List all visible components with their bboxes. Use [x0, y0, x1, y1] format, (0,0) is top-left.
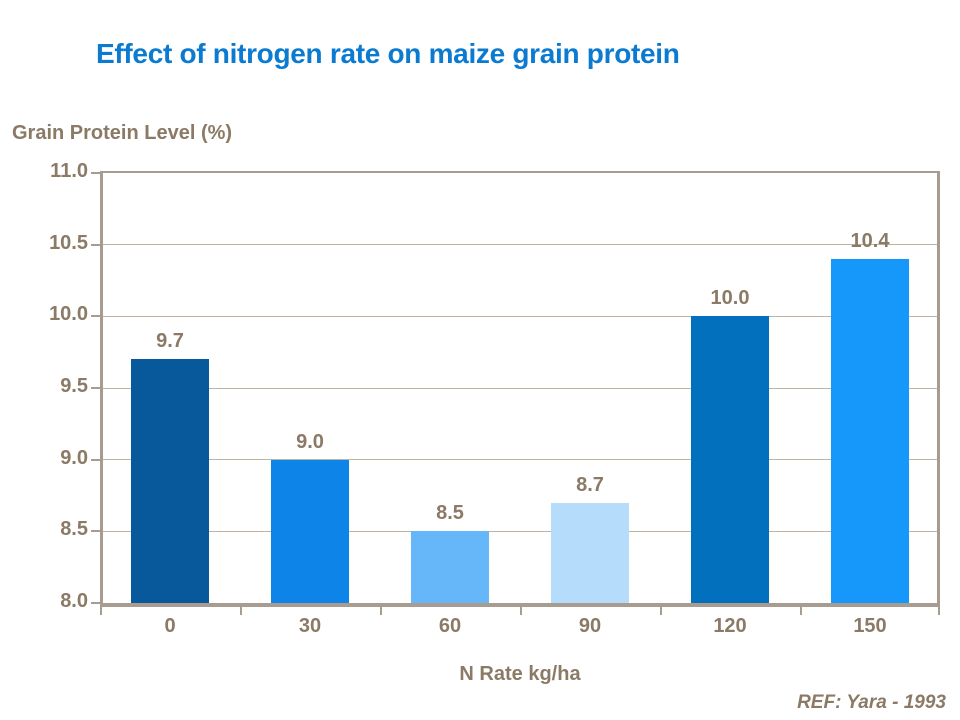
bar-value-label: 9.7 [156, 330, 184, 353]
x-tick-label: 120 [713, 615, 747, 637]
bar-value-label: 10.4 [850, 230, 890, 252]
y-tick-label: 10.0 [49, 303, 88, 326]
bar [411, 531, 489, 603]
y-axis-tick [91, 315, 100, 318]
chart-title: Effect of nitrogen rate on maize grain p… [96, 38, 680, 69]
bar-value-label: 10.0 [710, 287, 750, 310]
x-axis-tick [380, 607, 382, 615]
bar [831, 259, 909, 603]
plot-right-border [937, 171, 940, 607]
y-axis-tick [91, 172, 100, 174]
y-tick-label: 9.5 [60, 375, 88, 397]
y-axis-tick [91, 602, 100, 604]
x-axis-tick [800, 607, 802, 615]
x-tick-label: 60 [438, 615, 462, 637]
y-axis-tick [91, 458, 100, 461]
x-axis-tick [938, 607, 940, 615]
x-axis-line [100, 603, 940, 607]
y-axis-tick [91, 530, 100, 533]
bar [131, 359, 209, 603]
x-tick-label: 30 [298, 615, 322, 637]
x-axis-tick [100, 607, 102, 615]
plot-area: 11.0 10.5 10.0 9.5 9.0 8.5 8.0 9.7 0 9.0 30 8.5 60 8.… [49, 160, 940, 685]
y-axis-line [100, 171, 103, 607]
x-tick-label: 0 [164, 615, 176, 637]
bar [551, 502, 629, 603]
bar [691, 316, 769, 603]
x-axis-tick [240, 607, 242, 615]
gridline [103, 315, 937, 317]
y-tick-label: 8.5 [60, 518, 88, 541]
y-tick-label: 10.5 [49, 231, 88, 254]
bar [271, 459, 349, 603]
x-axis-tick [520, 607, 522, 615]
x-axis-title: N Rate kg/ha [459, 663, 581, 685]
x-tick-label: 90 [578, 615, 602, 637]
reference-note: REF: Yara - 1993 [797, 692, 946, 713]
gridline [103, 387, 937, 389]
y-tick-label: 8.0 [60, 590, 88, 612]
bar-value-label: 8.7 [576, 473, 604, 496]
y-tick-label: 9.0 [60, 446, 88, 469]
gridline [103, 530, 937, 532]
bar-value-label: 9.0 [296, 430, 324, 453]
x-tick-label: 150 [853, 615, 887, 637]
x-axis-tick [660, 607, 662, 615]
y-axis-tick [91, 387, 100, 389]
y-axis-title: Grain Protein Level (%) [12, 122, 233, 144]
plot-top-border [100, 171, 940, 173]
y-tick-label: 11.0 [50, 160, 88, 182]
gridline [103, 459, 937, 461]
gridline [103, 244, 937, 246]
y-axis-tick [91, 243, 100, 246]
bar-value-label: 8.5 [436, 502, 464, 525]
